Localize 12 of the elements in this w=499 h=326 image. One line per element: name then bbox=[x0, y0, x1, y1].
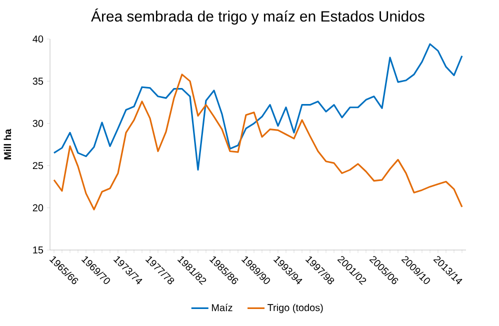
y-tick-label: 25 bbox=[32, 162, 44, 170]
y-tick-label: 40 bbox=[32, 35, 44, 43]
y-tick-label: 20 bbox=[32, 204, 44, 212]
y-tick-label: 35 bbox=[32, 78, 44, 85]
legend-label: Trigo (todos) bbox=[268, 304, 323, 314]
line-series bbox=[53, 74, 463, 210]
line-series bbox=[53, 43, 463, 171]
chart-title: Área sembrada de trigo y maíz en Estados Unidos bbox=[91, 8, 424, 25]
y-tick-label: 15 bbox=[33, 246, 44, 254]
legend-label: Maíz bbox=[212, 304, 232, 312]
y-tick-label: 30 bbox=[32, 120, 44, 127]
y-axis-title: Mill ha bbox=[4, 128, 12, 160]
